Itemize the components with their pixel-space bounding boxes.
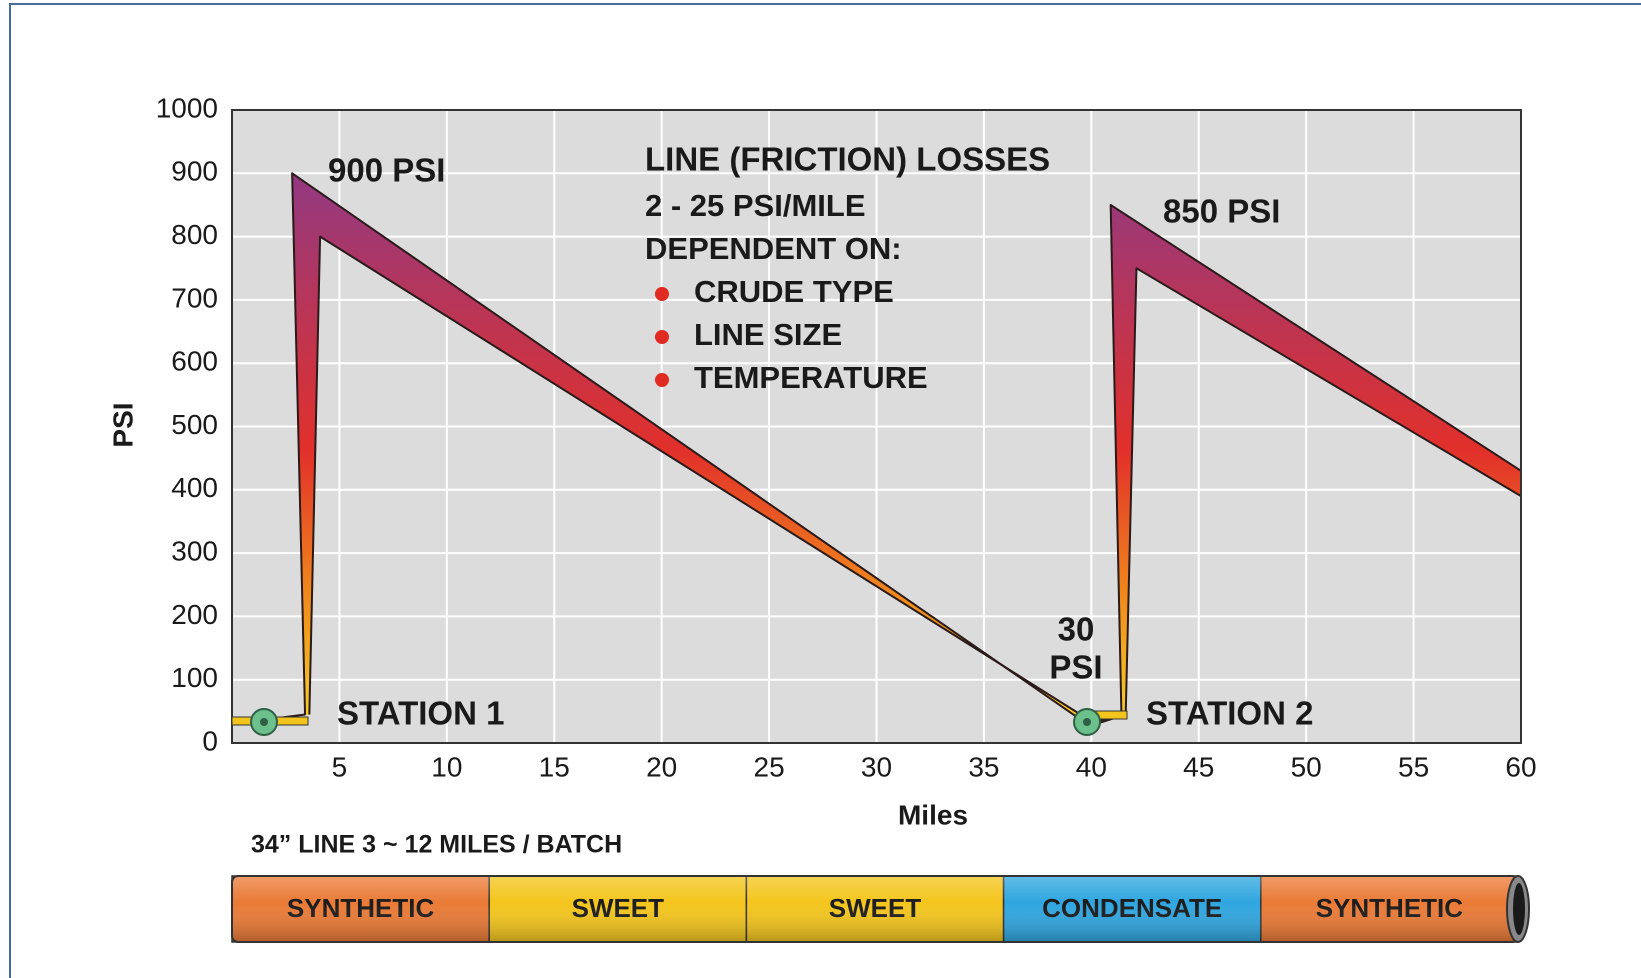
x-tick-label: 10: [431, 751, 462, 782]
y-tick-label: 200: [171, 599, 218, 630]
y-axis-label: PSI: [107, 402, 138, 447]
note-line: 2 - 25 PSI/MILE: [645, 188, 866, 223]
x-tick-label: 20: [646, 751, 677, 782]
annotation: 30: [1058, 611, 1095, 648]
page: {"chart_data": {"type": "line", "ylabel"…: [0, 0, 1641, 978]
annotation: 900 PSI: [328, 152, 445, 189]
x-tick-label: 25: [754, 751, 785, 782]
y-tick-label: 0: [202, 725, 218, 756]
x-tick-label: 30: [861, 751, 892, 782]
y-tick-label: 700: [171, 282, 218, 313]
y-tick-label: 600: [171, 346, 218, 377]
x-tick-label: 15: [539, 751, 570, 782]
x-tick-label: 60: [1505, 751, 1536, 782]
note-bullet: TEMPERATURE: [694, 360, 928, 395]
annotation: 850 PSI: [1163, 193, 1280, 230]
bullet: [655, 287, 669, 301]
pipe-bore: [1513, 883, 1525, 935]
pipe-shine: [232, 876, 1518, 942]
bullet: [655, 330, 669, 344]
y-tick-label: 100: [171, 662, 218, 693]
y-tick-label: 900: [171, 156, 218, 187]
x-tick-label: 45: [1183, 751, 1214, 782]
x-tick-label: 5: [332, 751, 348, 782]
x-tick-label: 50: [1291, 751, 1322, 782]
y-tick-label: 400: [171, 472, 218, 503]
x-tick-label: 35: [968, 751, 999, 782]
y-tick-label: 300: [171, 535, 218, 566]
x-tick-label: 55: [1398, 751, 1429, 782]
x-axis-label: Miles: [898, 799, 968, 830]
y-tick-label: 1000: [156, 92, 218, 123]
annotation: STATION 2: [1146, 695, 1313, 732]
x-tick-label: 40: [1076, 751, 1107, 782]
y-tick-label: 800: [171, 219, 218, 250]
pipeline-caption: 34” LINE 3 ~ 12 MILES / BATCH: [251, 831, 622, 859]
bullet: [655, 373, 669, 387]
chart: 900 PSI 850 PSI 30 PSI STATION 1 STATION…: [0, 0, 1641, 978]
note-title: LINE (FRICTION) LOSSES: [645, 141, 1050, 178]
annotation: PSI: [1049, 649, 1102, 686]
annotation: STATION 1: [337, 695, 504, 732]
note-line: DEPENDENT ON:: [645, 231, 902, 266]
y-tick-label: 500: [171, 409, 218, 440]
note-bullet: CRUDE TYPE: [694, 274, 894, 309]
note-bullet: LINE SIZE: [694, 317, 842, 352]
